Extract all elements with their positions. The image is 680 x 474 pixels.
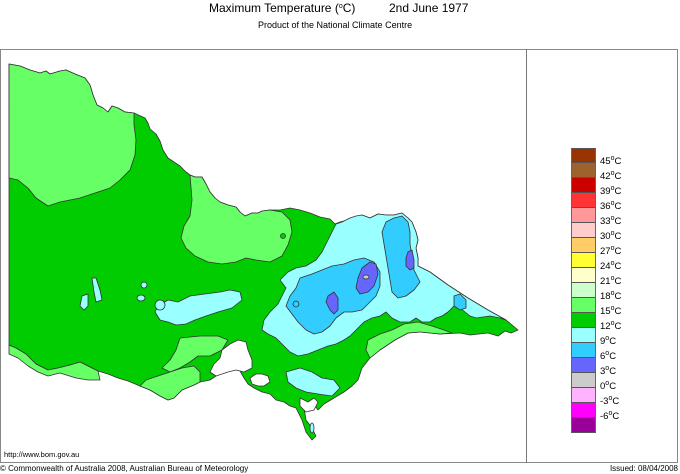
region-12c-dot [140, 281, 148, 289]
legend-item: 33oC [571, 208, 651, 227]
legend-label: 15oC [600, 305, 622, 317]
legend-label: 45oC [600, 155, 622, 167]
legend-swatch [571, 238, 596, 253]
region-12c-promontory [309, 422, 315, 434]
legend-item: 42oC [571, 163, 651, 182]
region-12c-south [285, 367, 341, 397]
legend-item: 24oC [571, 253, 651, 272]
legend-swatch [571, 388, 596, 403]
legend-label: 42oC [600, 170, 622, 182]
legend-swatch [571, 418, 596, 433]
legend-label: 9oC [600, 335, 617, 347]
legend-item: -6oC [571, 403, 651, 422]
legend-item: 21oC [571, 268, 651, 287]
region-9c-small [453, 293, 467, 311]
legend-swatch [571, 358, 596, 373]
region-18c-bellarine [161, 335, 229, 373]
legend-swatch [571, 283, 596, 298]
region-9c-alpine [381, 215, 421, 299]
legend-item: 27oC [571, 238, 651, 257]
region-18c-geelong [139, 365, 201, 401]
legend-swatch [571, 403, 596, 418]
title-unit: C) [342, 1, 356, 15]
legend-label: 36oC [600, 200, 622, 212]
legend-item: 15oC [571, 298, 651, 317]
region-18c-north-central [180, 174, 293, 265]
legend-label: 30oC [600, 230, 622, 242]
legend-swatch [571, 298, 596, 313]
legend-item: 18oC [571, 283, 651, 302]
legend-label: 39oC [600, 185, 622, 197]
legend-label: 24oC [600, 260, 622, 272]
legend-swatch [571, 373, 596, 388]
region-18c-northwest [8, 63, 137, 207]
region-18c-southwest-coast [8, 344, 101, 381]
title-text: Maximum Temperature ( [209, 1, 339, 15]
region-3c-peak [362, 274, 370, 280]
legend-item: 39oC [571, 178, 651, 197]
source-url: http://www.bom.gov.au [4, 450, 80, 459]
legend-item: 45oC [571, 148, 651, 167]
degree-sup: o [338, 3, 343, 10]
legend-label: -3oC [600, 395, 620, 407]
legend-label: 0oC [600, 380, 617, 392]
legend-swatch [571, 343, 596, 358]
legend-label: 27oC [600, 245, 622, 257]
copyright-notice: © Commonwealth of Australia 2008, Austra… [0, 464, 249, 473]
region-6c-baw-baw [325, 291, 339, 315]
victoria-temperature-map [8, 63, 519, 441]
region-12c-dot-2 [136, 294, 146, 302]
legend-divider [526, 49, 527, 463]
map-frame [0, 49, 678, 463]
legend-swatch [571, 268, 596, 283]
small-15c-patch [280, 233, 286, 239]
legend-label: -6oC [600, 410, 620, 422]
legend-swatch [571, 163, 596, 178]
legend-item [571, 418, 651, 433]
legend-item: 9oC [571, 328, 651, 347]
region-6c-falls-creek [405, 249, 415, 271]
region-12c-west-small [91, 277, 103, 303]
region-12c-west-central [154, 289, 243, 326]
issued-date: Issued: 08/04/2008 [609, 464, 678, 473]
legend-swatch [571, 313, 596, 328]
legend-label: 6oC [600, 350, 617, 362]
region-12c-west-small-2 [79, 293, 89, 311]
western-port [249, 373, 271, 387]
legend-label: 3oC [600, 365, 617, 377]
legend-label: 21oC [600, 275, 622, 287]
legend-item: 3oC [571, 358, 651, 377]
chart-date: 2nd June 1977 [389, 1, 469, 15]
legend-swatch [571, 208, 596, 223]
legend-item: 36oC [571, 193, 651, 212]
chart-title-block: Maximum Temperature (oC) 2nd June 1977 P… [0, 0, 680, 40]
region-9c-dot [292, 300, 300, 308]
legend-swatch [571, 178, 596, 193]
legend-swatch [571, 328, 596, 343]
legend-label: 18oC [600, 290, 622, 302]
legend-swatch [571, 148, 596, 163]
port-phillip-bay [209, 339, 253, 377]
legend-swatch [571, 253, 596, 268]
region-12c-dot-3 [154, 299, 166, 311]
temperature-legend: 45oC 42oC 39oC 36oC 33oC 30oC 27oC 24oC … [571, 148, 651, 433]
legend-swatch [571, 193, 596, 208]
legend-item: -3oC [571, 388, 651, 407]
legend-label: 33oC [600, 215, 622, 227]
legend-swatch [571, 223, 596, 238]
legend-item: 0oC [571, 373, 651, 392]
legend-item: 6oC [571, 343, 651, 362]
legend-label: 12oC [600, 320, 622, 332]
western-port-2 [299, 397, 319, 413]
legend-item: 30oC [571, 223, 651, 242]
chart-title: Maximum Temperature (oC) [209, 1, 355, 15]
legend-item: 12oC [571, 313, 651, 332]
region-18c-gippsland [365, 321, 453, 359]
chart-subtitle: Product of the National Climate Centre [258, 20, 413, 30]
